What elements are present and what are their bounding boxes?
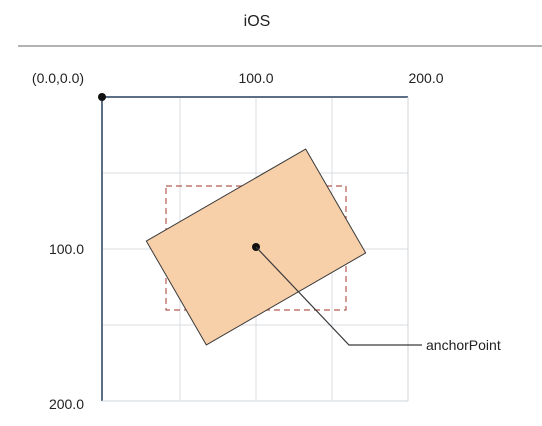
x-tick-label-100: 100.0	[238, 70, 273, 86]
anchor-point-callout-line	[255, 246, 422, 346]
y-tick-label-100: 100.0	[49, 241, 84, 257]
header-title: iOS	[244, 13, 271, 30]
axes-frame	[101, 96, 408, 401]
anchor-point-label: anchorPoint	[426, 337, 501, 353]
frame-outline	[102, 97, 409, 402]
origin-label: (0.0,0.0)	[32, 70, 84, 86]
origin-dot	[98, 93, 106, 101]
x-tick-label-200: 200.0	[408, 70, 443, 86]
y-tick-label-200: 200.0	[49, 396, 84, 412]
